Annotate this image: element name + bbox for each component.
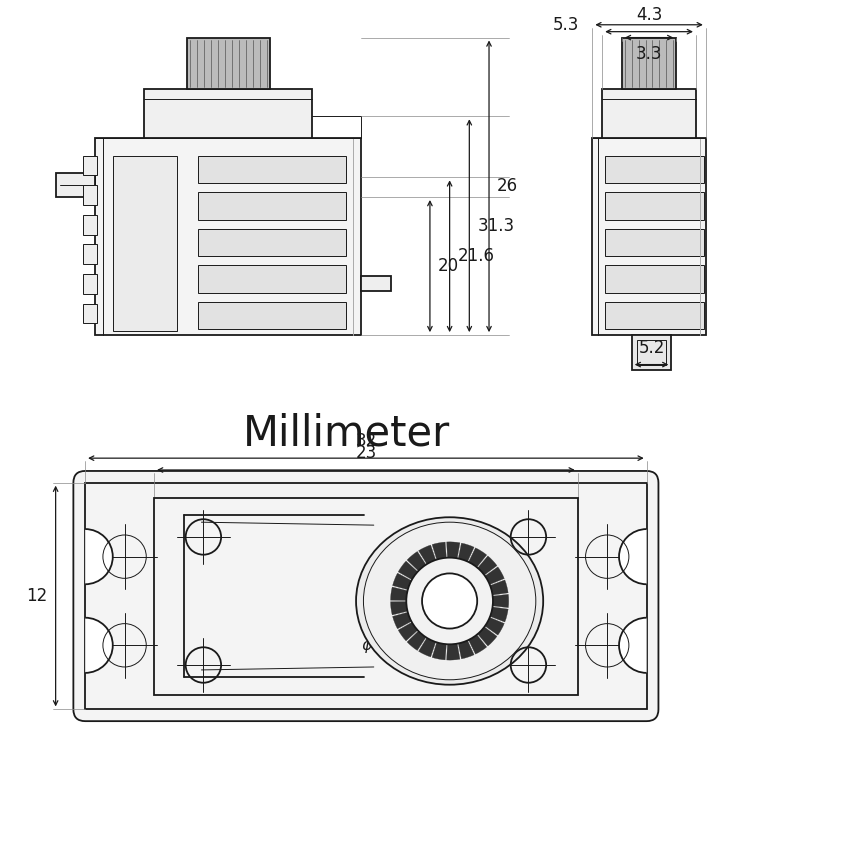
Bar xyxy=(637,340,666,365)
Text: 26: 26 xyxy=(497,178,518,196)
Bar xyxy=(605,265,704,292)
Bar xyxy=(55,173,95,197)
Bar xyxy=(605,192,704,220)
Bar xyxy=(605,302,704,329)
Wedge shape xyxy=(390,602,407,615)
Bar xyxy=(187,37,270,88)
Wedge shape xyxy=(432,643,446,660)
Text: Millimeter: Millimeter xyxy=(243,412,450,455)
Bar xyxy=(154,497,578,694)
Text: 5.3: 5.3 xyxy=(552,16,579,34)
Wedge shape xyxy=(458,543,474,562)
Bar xyxy=(83,156,97,175)
Circle shape xyxy=(406,558,493,644)
Wedge shape xyxy=(468,548,487,567)
Wedge shape xyxy=(478,627,497,646)
Wedge shape xyxy=(398,622,417,641)
Bar xyxy=(83,303,97,323)
Bar xyxy=(603,88,696,138)
Text: 31.3: 31.3 xyxy=(477,217,514,235)
Wedge shape xyxy=(407,631,426,650)
Wedge shape xyxy=(619,529,647,584)
Bar xyxy=(632,335,672,370)
Wedge shape xyxy=(446,643,460,660)
Wedge shape xyxy=(458,640,474,659)
Wedge shape xyxy=(390,587,407,600)
Text: 32: 32 xyxy=(355,433,377,451)
Bar xyxy=(592,138,706,335)
Bar xyxy=(144,88,312,138)
Wedge shape xyxy=(393,612,411,629)
Text: 20: 20 xyxy=(438,257,459,275)
Wedge shape xyxy=(393,573,411,590)
Bar xyxy=(113,156,177,332)
Wedge shape xyxy=(418,545,436,564)
Text: 3.3: 3.3 xyxy=(636,45,662,64)
Bar xyxy=(198,192,346,220)
Bar xyxy=(605,156,704,184)
Wedge shape xyxy=(485,617,504,635)
Bar xyxy=(95,138,361,335)
Bar xyxy=(622,37,676,88)
Wedge shape xyxy=(490,607,508,622)
Bar xyxy=(198,265,346,292)
Text: 21.6: 21.6 xyxy=(457,247,495,265)
Wedge shape xyxy=(485,567,504,585)
Wedge shape xyxy=(619,618,647,673)
FancyBboxPatch shape xyxy=(73,471,659,721)
Wedge shape xyxy=(490,580,508,595)
Wedge shape xyxy=(478,556,497,575)
Bar xyxy=(83,215,97,235)
Wedge shape xyxy=(493,594,508,608)
Wedge shape xyxy=(407,552,426,571)
Wedge shape xyxy=(446,542,460,558)
Text: 23: 23 xyxy=(355,444,377,462)
Wedge shape xyxy=(432,542,446,559)
Bar xyxy=(83,185,97,205)
Text: 12: 12 xyxy=(26,587,48,605)
Bar xyxy=(83,245,97,264)
Wedge shape xyxy=(85,529,113,584)
Bar xyxy=(198,156,346,184)
Bar xyxy=(605,229,704,256)
Bar xyxy=(83,274,97,293)
Text: φ4.95*25T: φ4.95*25T xyxy=(361,638,442,653)
Wedge shape xyxy=(418,638,436,657)
Text: 4.3: 4.3 xyxy=(636,6,662,24)
Wedge shape xyxy=(468,635,487,655)
Bar xyxy=(198,302,346,329)
Wedge shape xyxy=(398,561,417,580)
Wedge shape xyxy=(85,618,113,673)
Circle shape xyxy=(422,574,477,628)
Bar xyxy=(85,483,647,710)
Text: 5.2: 5.2 xyxy=(638,338,665,357)
Ellipse shape xyxy=(356,518,543,685)
Bar xyxy=(198,229,346,256)
Ellipse shape xyxy=(364,522,536,680)
Bar xyxy=(361,276,390,291)
